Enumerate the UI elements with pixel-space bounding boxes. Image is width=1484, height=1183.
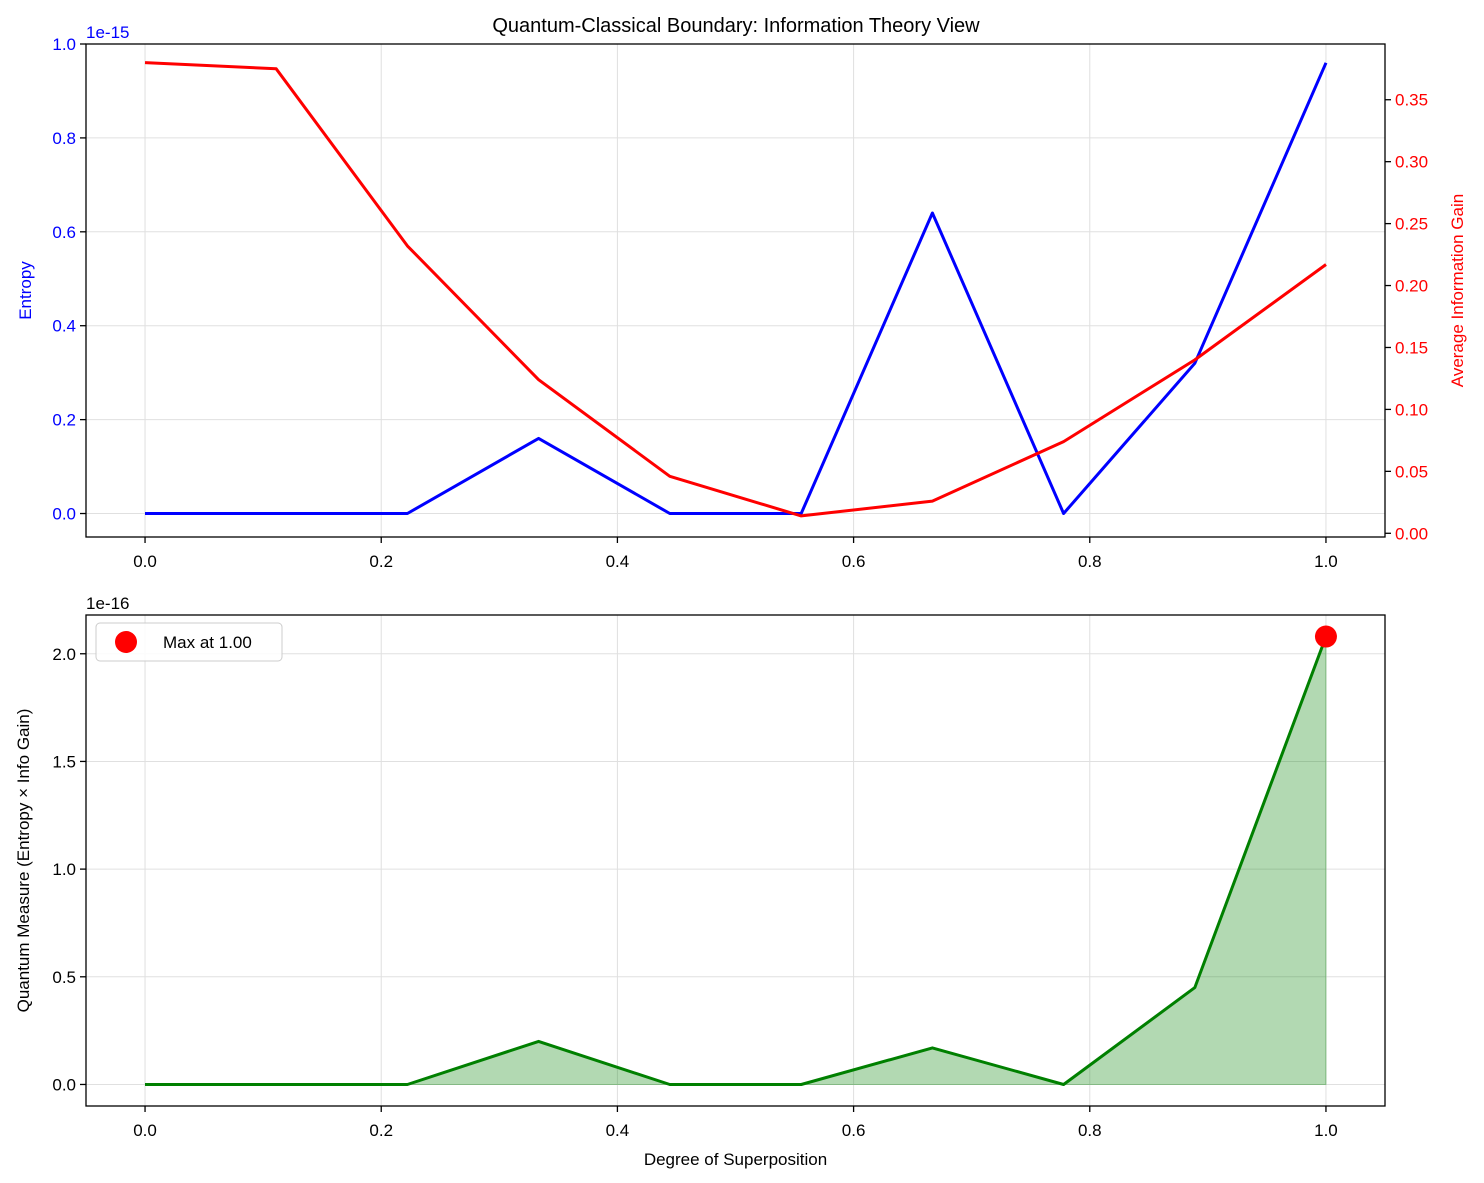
x-tick-label: 0.8 bbox=[1078, 552, 1102, 571]
right-y-tick-label: 0.10 bbox=[1395, 400, 1428, 419]
legend: Max at 1.00 bbox=[95, 622, 283, 662]
figure-title: Quantum-Classical Boundary: Information … bbox=[492, 15, 980, 37]
x-tick-label: 1.0 bbox=[1314, 552, 1338, 571]
quantum-measure-panel: 0.0 0.2 0.4 0.6 0.8 1.0 Degree of Superpositio… bbox=[14, 594, 1386, 1169]
max-marker bbox=[1314, 625, 1337, 648]
left-y-tick-label: 0.8 bbox=[52, 129, 76, 148]
x-tick-label: 0.2 bbox=[369, 1121, 393, 1140]
right-y-tick-label: 0.20 bbox=[1395, 277, 1428, 296]
x-axis-label: Degree of Superposition bbox=[644, 1150, 827, 1169]
entropy-info-gain-panel: 0.0 0.2 0.4 0.6 0.8 1.0 0.0 0.2 0.4 0.6 0.8 1.0 1e-1… bbox=[16, 23, 1467, 571]
x-tick-label: 0.4 bbox=[606, 552, 630, 571]
plot-frame bbox=[85, 43, 1386, 538]
x-tick-label: 0.6 bbox=[842, 1121, 866, 1140]
legend-label: Max at 1.00 bbox=[163, 633, 252, 652]
right-y-tick-label: 0.30 bbox=[1395, 153, 1428, 172]
left-offset-text: 1e-15 bbox=[86, 23, 129, 42]
x-tick-label: 0.6 bbox=[842, 552, 866, 571]
right-y-tick-label: 0.15 bbox=[1395, 338, 1428, 357]
right-y-tick-label: 0.00 bbox=[1395, 524, 1428, 543]
left-y-tick-label: 0.6 bbox=[52, 223, 76, 242]
x-tick-label: 0.0 bbox=[133, 1121, 157, 1140]
plot-frame bbox=[85, 614, 1386, 1107]
right-y-tick-label: 0.25 bbox=[1395, 215, 1428, 234]
right-y-tick-label: 0.05 bbox=[1395, 462, 1428, 481]
right-y-tick-label: 0.35 bbox=[1395, 91, 1428, 110]
x-tick-label: 0.2 bbox=[369, 552, 393, 571]
x-tick-label: 1.0 bbox=[1314, 1121, 1338, 1140]
left-y-tick-label: 0.4 bbox=[52, 317, 76, 336]
y-tick-label: 2.0 bbox=[52, 645, 76, 664]
left-y-tick-label: 1.0 bbox=[52, 35, 76, 54]
y-tick-label: 1.0 bbox=[52, 860, 76, 879]
quantum-measure-area bbox=[145, 636, 1327, 1086]
left-y-axis-label: Entropy bbox=[16, 261, 35, 320]
x-tick-label: 0.0 bbox=[133, 552, 157, 571]
y-tick-label: 0.5 bbox=[52, 968, 76, 987]
y-offset-text: 1e-16 bbox=[86, 594, 129, 613]
x-tick-label: 0.8 bbox=[1078, 1121, 1102, 1140]
entropy-line bbox=[145, 62, 1328, 515]
x-tick-label: 0.4 bbox=[606, 1121, 630, 1140]
y-tick-label: 0.0 bbox=[52, 1075, 76, 1094]
left-y-tick-label: 0.0 bbox=[52, 505, 76, 524]
quantum-measure-line bbox=[145, 635, 1328, 1086]
y-axis-label: Quantum Measure (Entropy × Info Gain) bbox=[14, 709, 33, 1013]
left-y-tick-label: 0.2 bbox=[52, 411, 76, 430]
legend-box bbox=[95, 622, 283, 662]
right-y-axis-label: Average Information Gain bbox=[1448, 194, 1467, 387]
legend-marker bbox=[115, 631, 137, 653]
information-gain-line bbox=[144, 61, 1327, 518]
y-tick-label: 1.5 bbox=[52, 752, 76, 771]
